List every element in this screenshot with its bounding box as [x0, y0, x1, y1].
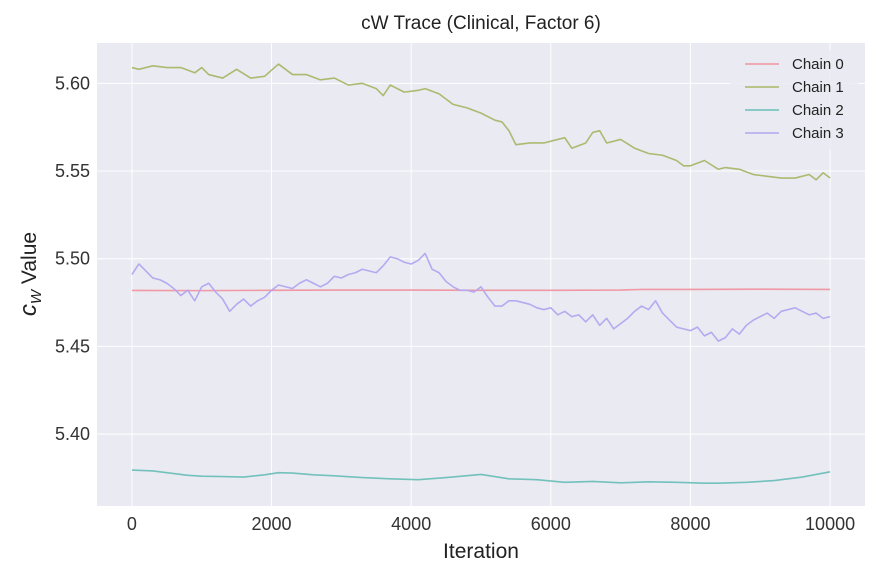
y-tick-label: 5.45 [55, 336, 90, 356]
series-lines [131, 63, 831, 484]
x-tick-label: 2000 [252, 514, 292, 534]
y-tick-label: 5.55 [55, 161, 90, 181]
legend-label-chain-2: Chain 2 [792, 102, 844, 119]
x-tick-label: 8000 [670, 514, 710, 534]
y-axis-label-symbol: c [15, 304, 42, 316]
y-tick-label: 5.40 [55, 424, 90, 444]
legend-box [730, 50, 858, 150]
legend-label-chain-3: Chain 3 [792, 125, 844, 142]
x-tick-label: 4000 [391, 514, 431, 534]
series-line-chain-3 [131, 252, 831, 342]
y-tick-label: 5.50 [55, 249, 90, 269]
x-tick-label: 0 [127, 514, 137, 534]
y-axis-label-text: Value [18, 232, 41, 290]
series-line-chain-0 [131, 288, 831, 292]
series-line-chain-1 [131, 63, 831, 181]
series-line-chain-2 [131, 469, 831, 484]
x-tick-label: 10000 [805, 514, 855, 534]
y-tick-labels: 5.40 5.45 5.50 5.55 5.60 [55, 73, 90, 444]
legend-label-chain-0: Chain 0 [792, 56, 844, 73]
chart-title: cW Trace (Clinical, Factor 6) [361, 13, 601, 34]
x-axis-label: Iteration [443, 540, 519, 563]
x-tick-labels: 0 2000 4000 6000 8000 10000 [127, 514, 855, 534]
y-axis-label-subscript: W [28, 288, 45, 304]
legend-label-chain-1: Chain 1 [792, 79, 844, 96]
y-tick-label: 5.60 [55, 73, 90, 93]
legend: Chain 0 Chain 1 Chain 2 Chain 3 [730, 50, 858, 150]
x-tick-label: 6000 [531, 514, 571, 534]
y-axis-label: cW Value [15, 232, 45, 316]
